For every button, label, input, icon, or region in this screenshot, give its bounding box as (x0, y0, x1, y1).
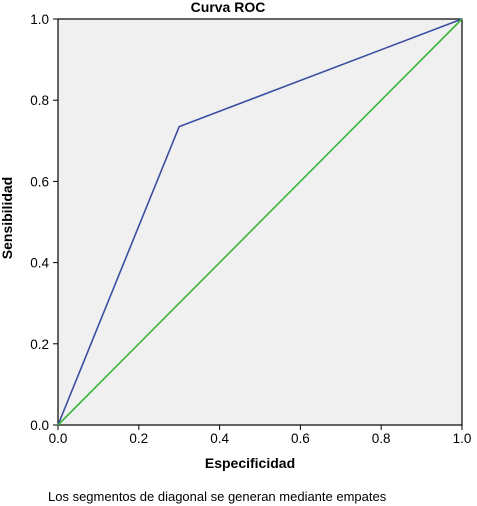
y-tick-label: 0.6 (30, 174, 49, 189)
chart-title: Curva ROC (191, 0, 266, 15)
y-axis-label: Sensibilidad (0, 177, 15, 259)
y-tick-label: 0.2 (30, 337, 49, 352)
x-tick-label: 0.0 (49, 431, 68, 446)
y-tick-label: 1.0 (30, 12, 49, 27)
x-tick-label: 1.0 (453, 431, 472, 446)
x-tick-label: 0.4 (210, 431, 229, 446)
x-tick-label: 0.2 (129, 431, 148, 446)
axis-ticks: 0.0 0.2 0.4 0.6 0.8 1.0 0.0 0.2 0.4 0.6 0.8 1.0 (30, 12, 471, 446)
x-axis-label: Especificidad (205, 455, 295, 471)
series-layer (57, 18, 463, 426)
x-tick-label: 0.8 (372, 431, 391, 446)
footnote: Los segmentos de diagonal se generan med… (48, 489, 387, 504)
y-tick-label: 0.8 (30, 93, 49, 108)
y-tick-label: 0.0 (30, 418, 49, 433)
reference-diagonal-line (57, 18, 463, 426)
x-tick-label: 0.6 (291, 431, 310, 446)
y-tick-label: 0.4 (30, 256, 49, 271)
roc-curve-line (57, 18, 463, 426)
